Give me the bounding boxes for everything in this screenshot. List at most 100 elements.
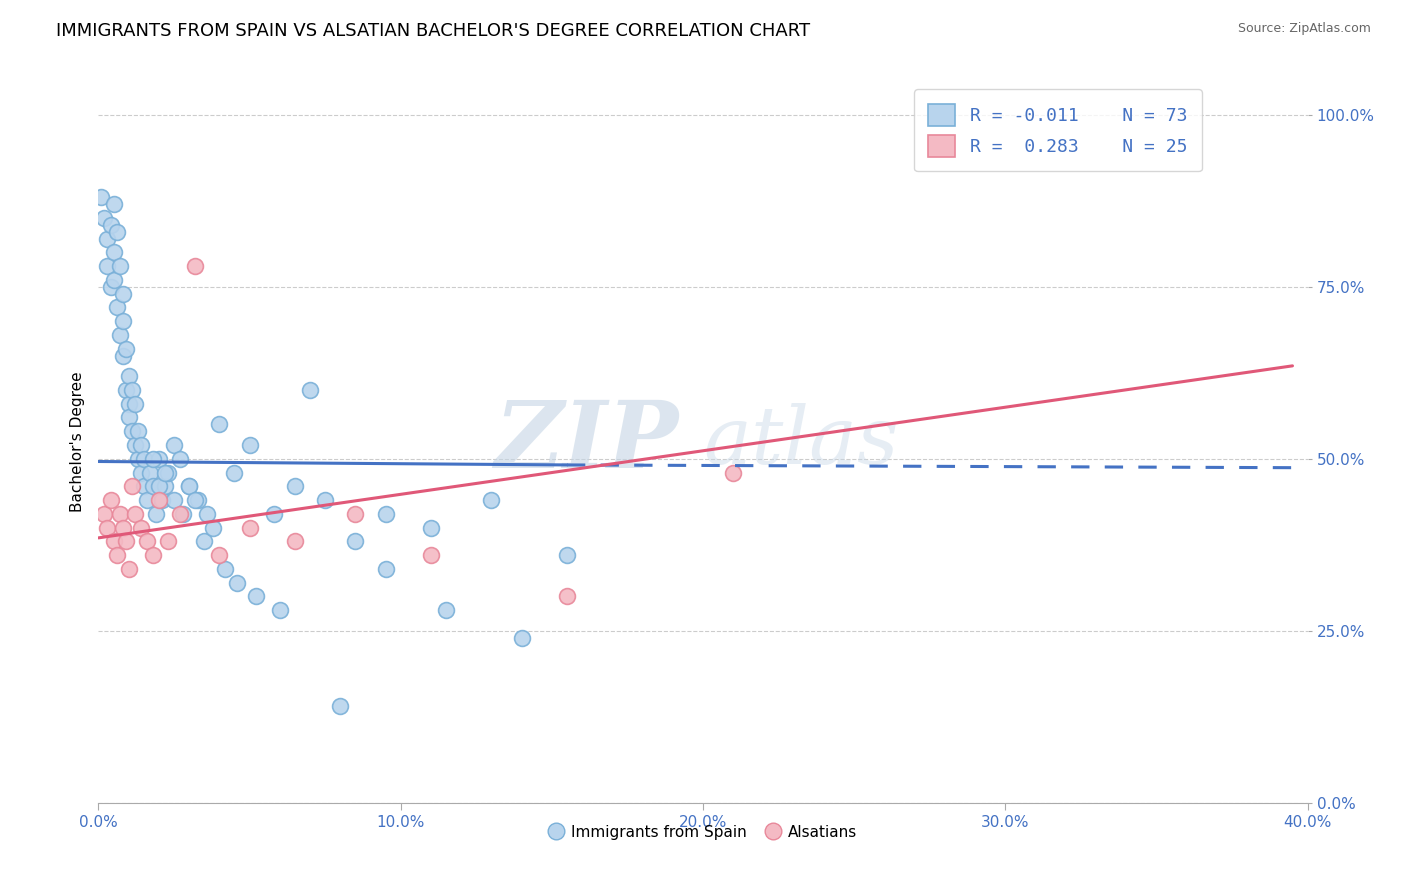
Point — [150, 493, 173, 508]
Point — [153, 479, 176, 493]
Point — [148, 451, 170, 466]
Point — [103, 273, 125, 287]
Point — [195, 507, 218, 521]
Point — [184, 493, 207, 508]
Point — [420, 520, 443, 534]
Point — [118, 562, 141, 576]
Point — [124, 438, 146, 452]
Point — [184, 259, 207, 273]
Point — [124, 507, 146, 521]
Point — [111, 349, 134, 363]
Point — [214, 562, 236, 576]
Point — [118, 369, 141, 384]
Point — [374, 562, 396, 576]
Point — [93, 507, 115, 521]
Point — [344, 534, 367, 549]
Point — [156, 534, 179, 549]
Point — [105, 225, 128, 239]
Point — [434, 603, 457, 617]
Point — [481, 493, 503, 508]
Point — [103, 245, 125, 260]
Point — [148, 493, 170, 508]
Point — [284, 479, 307, 493]
Point — [100, 218, 122, 232]
Point — [103, 534, 125, 549]
Point — [179, 479, 201, 493]
Point — [96, 231, 118, 245]
Point — [124, 397, 146, 411]
Point — [284, 534, 307, 549]
Point — [263, 507, 285, 521]
Point — [169, 507, 191, 521]
Point — [114, 342, 136, 356]
Point — [96, 520, 118, 534]
Point — [510, 631, 533, 645]
Text: ZIP: ZIP — [495, 397, 679, 486]
Point — [163, 493, 186, 508]
Point — [208, 548, 231, 562]
Point — [121, 479, 143, 493]
Point — [329, 699, 352, 714]
Point — [93, 211, 115, 225]
Point — [239, 520, 262, 534]
Point — [163, 438, 186, 452]
Point — [142, 451, 165, 466]
Point — [148, 479, 170, 493]
Point — [172, 507, 194, 521]
Point — [269, 603, 291, 617]
Text: Source: ZipAtlas.com: Source: ZipAtlas.com — [1237, 22, 1371, 36]
Point — [135, 534, 157, 549]
Point — [111, 520, 134, 534]
Point — [114, 534, 136, 549]
Point — [142, 479, 165, 493]
Point — [114, 383, 136, 397]
Point — [105, 548, 128, 562]
Point — [132, 451, 155, 466]
Point — [118, 410, 141, 425]
Point — [142, 548, 165, 562]
Text: IMMIGRANTS FROM SPAIN VS ALSATIAN BACHELOR'S DEGREE CORRELATION CHART: IMMIGRANTS FROM SPAIN VS ALSATIAN BACHEL… — [56, 22, 810, 40]
Point — [226, 575, 249, 590]
Point — [420, 548, 443, 562]
Point — [129, 466, 152, 480]
Point — [129, 520, 152, 534]
Point — [118, 397, 141, 411]
Point — [100, 279, 122, 293]
Text: atlas: atlas — [703, 403, 898, 480]
Point — [111, 314, 134, 328]
Point — [121, 383, 143, 397]
Point — [169, 451, 191, 466]
Point — [153, 466, 176, 480]
Point — [555, 548, 578, 562]
Point — [239, 438, 262, 452]
Y-axis label: Bachelor's Degree: Bachelor's Degree — [69, 371, 84, 512]
Point — [208, 417, 231, 432]
Point — [145, 507, 167, 521]
Point — [139, 466, 162, 480]
Point — [96, 259, 118, 273]
Point — [245, 590, 267, 604]
Point — [132, 479, 155, 493]
Point — [111, 286, 134, 301]
Point — [193, 534, 215, 549]
Point — [108, 507, 131, 521]
Point — [187, 493, 209, 508]
Point — [108, 327, 131, 342]
Point — [374, 507, 396, 521]
Point — [179, 479, 201, 493]
Point — [108, 259, 131, 273]
Legend: Immigrants from Spain, Alsatians: Immigrants from Spain, Alsatians — [543, 819, 863, 846]
Point — [129, 438, 152, 452]
Point — [299, 383, 322, 397]
Point — [90, 190, 112, 204]
Point — [224, 466, 246, 480]
Point — [314, 493, 336, 508]
Point — [344, 507, 367, 521]
Point — [103, 197, 125, 211]
Point — [100, 493, 122, 508]
Point — [127, 424, 149, 438]
Point — [202, 520, 225, 534]
Point — [555, 590, 578, 604]
Point — [105, 301, 128, 315]
Point — [121, 424, 143, 438]
